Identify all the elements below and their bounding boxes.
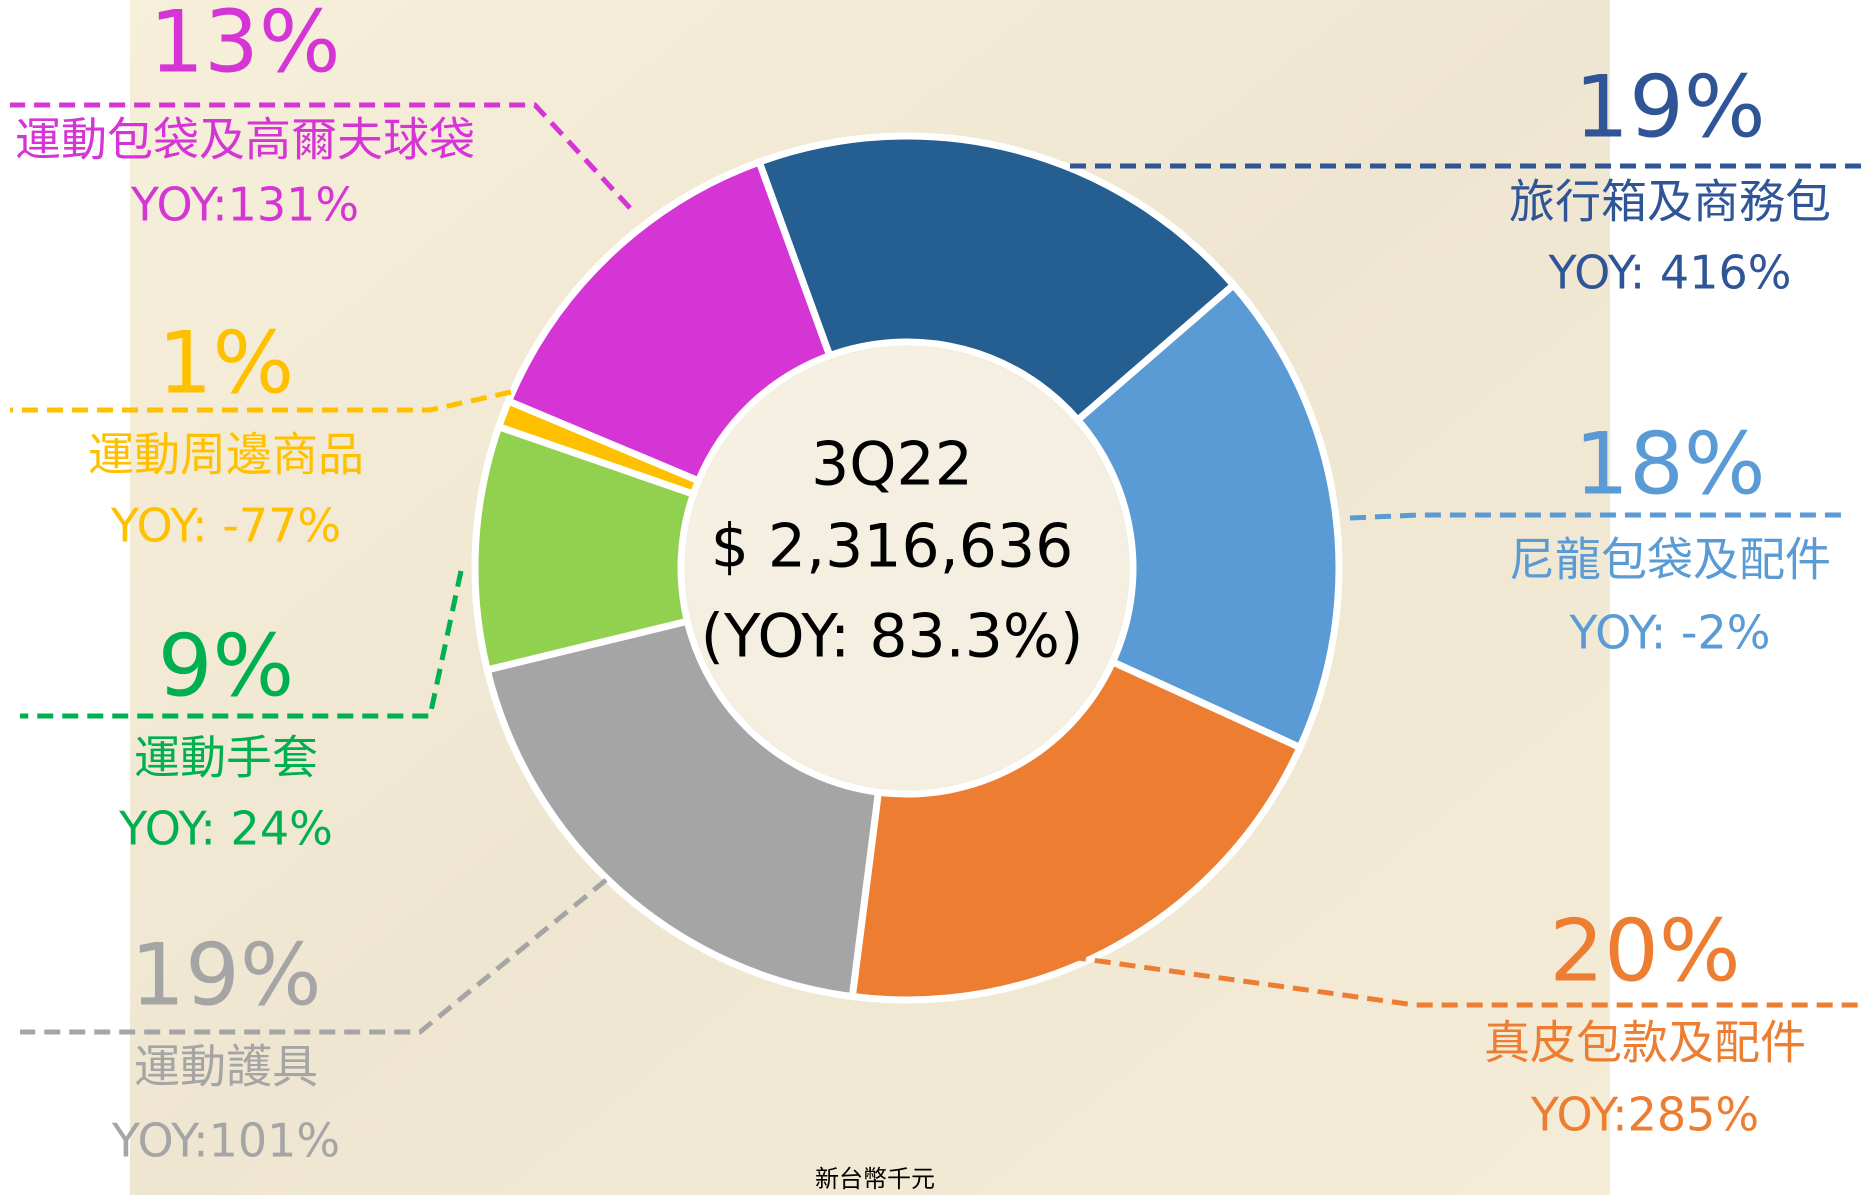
category-label: 運動包袋及高爾夫球袋 xyxy=(15,113,475,167)
value-label: 20% xyxy=(1549,901,1740,1001)
value-label: 18% xyxy=(1574,414,1765,514)
category-label: 運動護具 xyxy=(134,1040,318,1094)
value-label: 13% xyxy=(149,0,340,92)
footnote: 新台幣千元 xyxy=(815,1165,935,1193)
value-label: 19% xyxy=(1574,57,1765,157)
center-text: $ 2,316,636 xyxy=(711,512,1074,582)
page: 新台幣千元 3Q22 $ 2,316,636 (YOY: 83.3%) 19% 旅行箱及… xyxy=(0,0,1864,1195)
category-label: 尼龍包袋及配件 xyxy=(1509,533,1831,587)
yoy-label: YOY:101% xyxy=(111,1114,340,1168)
category-label: 運動手套 xyxy=(134,731,318,785)
center-text: 3Q22 xyxy=(811,430,973,500)
category-label: 運動周邊商品 xyxy=(88,428,364,482)
yoy-label: YOY: -77% xyxy=(110,499,341,553)
yoy-label: YOY:131% xyxy=(130,178,359,232)
yoy-label: YOY:285% xyxy=(1530,1088,1759,1142)
value-label: 1% xyxy=(158,313,294,413)
center-text: (YOY: 83.3%) xyxy=(701,602,1084,672)
category-label: 旅行箱及商務包 xyxy=(1509,175,1831,229)
yoy-label: YOY: -2% xyxy=(1569,606,1771,660)
yoy-label: YOY: 416% xyxy=(1548,246,1792,300)
yoy-label: YOY: 24% xyxy=(118,802,333,856)
value-label: 9% xyxy=(158,616,294,716)
value-label: 19% xyxy=(130,925,321,1025)
chart: 新台幣千元 3Q22 $ 2,316,636 (YOY: 83.3%) 19% 旅行箱及… xyxy=(0,0,1864,1195)
category-label: 真皮包款及配件 xyxy=(1484,1016,1806,1070)
